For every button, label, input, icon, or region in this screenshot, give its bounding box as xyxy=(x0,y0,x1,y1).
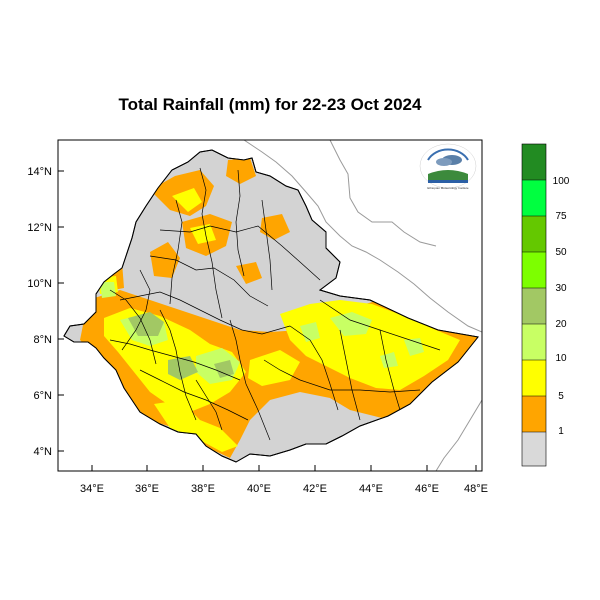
x-tick-label: 42°E xyxy=(303,483,327,495)
colorbar-swatch xyxy=(522,288,546,324)
colorbar-swatch xyxy=(522,252,546,288)
y-axis: 14°N 12°N 10°N 8°N 6°N 4°N xyxy=(27,166,64,458)
colorbar-label: 30 xyxy=(555,283,567,294)
colorbar-swatch xyxy=(522,180,546,216)
admin-boundaries xyxy=(109,167,441,441)
colorbar-swatch xyxy=(522,216,546,252)
logo-text: Ethiopian Meteorology Institute xyxy=(427,186,469,190)
y-tick-label: 14°N xyxy=(27,166,52,178)
colorbar-label: 1 xyxy=(558,426,564,437)
ethiopian-meteorology-institute-logo: Ethiopian Meteorology Institute xyxy=(419,143,477,190)
colorbar-label: 100 xyxy=(553,176,570,187)
x-tick-label: 48°E xyxy=(464,483,488,495)
x-tick-label: 46°E xyxy=(415,483,439,495)
x-tick-label: 40°E xyxy=(247,483,271,495)
x-tick-label: 38°E xyxy=(191,483,215,495)
y-tick-label: 6°N xyxy=(34,390,53,402)
colorbar-swatch xyxy=(522,396,546,432)
colorbar-label: 5 xyxy=(558,391,564,402)
plot-frame xyxy=(57,139,483,472)
y-tick-label: 10°N xyxy=(27,278,52,290)
colorbar-label: 10 xyxy=(555,353,567,364)
x-tick-label: 34°E xyxy=(80,483,104,495)
y-tick-label: 8°N xyxy=(34,334,53,346)
colorbar-label: 20 xyxy=(555,319,567,330)
rainfall-20-30mm xyxy=(128,312,234,380)
y-tick-label: 4°N xyxy=(34,446,53,458)
map-title: Total Rainfall (mm) for 22-23 Oct 2024 xyxy=(118,95,422,114)
colorbar: 1 5 10 20 30 50 75 100 xyxy=(521,143,570,467)
neighbour-borders xyxy=(243,140,482,471)
colorbar-swatch xyxy=(522,144,546,180)
x-axis: 34°E 36°E 38°E 40°E 42°E 44°E 46°E 48°E xyxy=(80,465,488,495)
colorbar-swatch xyxy=(522,432,546,466)
colorbar-swatch xyxy=(522,360,546,396)
colorbar-label: 50 xyxy=(555,247,567,258)
x-tick-label: 36°E xyxy=(135,483,159,495)
colorbar-swatch xyxy=(522,324,546,360)
colorbar-label: 75 xyxy=(555,211,567,222)
x-tick-label: 44°E xyxy=(359,483,383,495)
y-tick-label: 12°N xyxy=(27,222,52,234)
